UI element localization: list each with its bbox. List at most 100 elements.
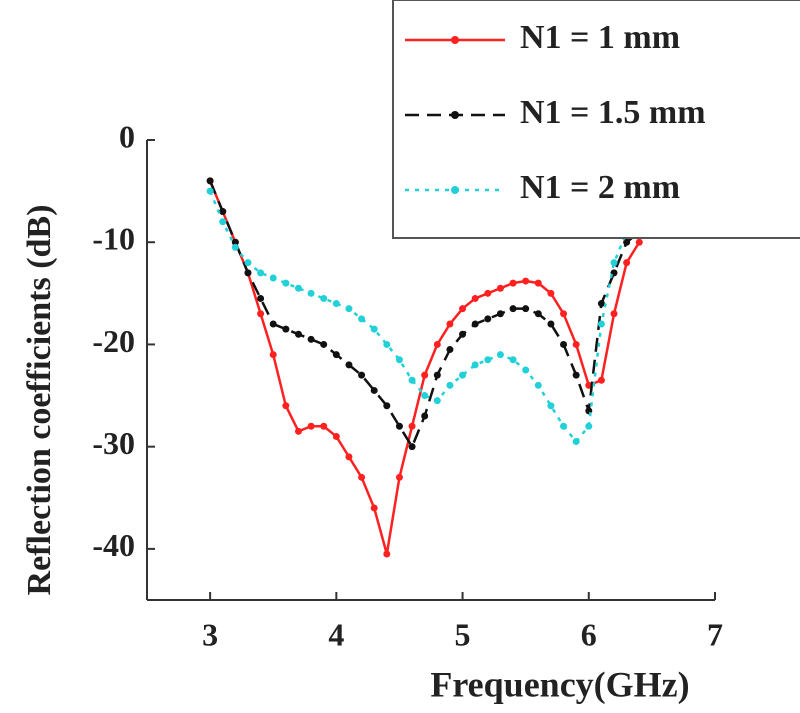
series-point	[560, 422, 568, 430]
series-point	[509, 279, 517, 287]
series-point	[459, 330, 467, 338]
series-point	[320, 422, 328, 430]
series-point	[294, 284, 302, 292]
legend-label: N1 = 2 mm	[520, 169, 680, 206]
series-point	[408, 376, 416, 384]
series-point	[257, 294, 265, 302]
series-point	[370, 325, 378, 333]
series-point	[383, 340, 391, 348]
series-point	[471, 320, 479, 328]
series-point	[345, 361, 353, 369]
series-point	[509, 305, 517, 313]
series-point	[484, 289, 492, 297]
series-point	[307, 422, 315, 430]
series-point	[282, 325, 290, 333]
series-point	[332, 300, 340, 308]
series-point	[597, 320, 605, 328]
series-point	[534, 310, 542, 318]
y-tick-label: -20	[92, 323, 135, 359]
series-point	[534, 381, 542, 389]
series-point	[244, 269, 252, 277]
series-point	[370, 386, 378, 394]
series-point	[484, 356, 492, 364]
series-point	[610, 310, 618, 318]
series-point	[421, 412, 429, 420]
series-point	[547, 320, 555, 328]
series-point	[446, 346, 454, 354]
series-point	[446, 320, 454, 328]
series-point	[421, 371, 429, 379]
series-point	[206, 187, 214, 195]
series-point	[219, 208, 227, 216]
series-point	[320, 340, 328, 348]
series-point	[257, 310, 265, 318]
x-tick-label: 5	[455, 616, 471, 652]
series-point	[496, 310, 504, 318]
series-point	[610, 259, 618, 267]
series-point	[231, 238, 239, 246]
series-point	[459, 371, 467, 379]
series-point	[560, 310, 568, 318]
y-axis-label: Reflection coefficients (dB)	[21, 205, 58, 596]
series-point	[623, 238, 631, 246]
series-point	[320, 294, 328, 302]
series-point	[332, 351, 340, 359]
series-point	[585, 422, 593, 430]
legend-label: N1 = 1.5 mm	[520, 94, 706, 131]
series-point	[358, 315, 366, 323]
series-point	[522, 305, 530, 313]
series-point	[269, 320, 277, 328]
series-point	[395, 473, 403, 481]
y-tick-label: -30	[92, 425, 135, 461]
series-point	[219, 218, 227, 226]
series-point	[459, 305, 467, 313]
legend-marker	[451, 111, 459, 119]
series-point	[547, 289, 555, 297]
legend: N1 = 1 mm N1 = 1.5 mm N1 = 2 mm	[392, 0, 800, 239]
series-point	[560, 340, 568, 348]
series-point	[294, 427, 302, 435]
series-point	[572, 340, 580, 348]
series-point	[332, 432, 340, 440]
series-point	[522, 277, 530, 285]
series-point	[307, 289, 315, 297]
y-tick-label: -10	[92, 221, 135, 257]
series-point	[269, 274, 277, 282]
series-point	[534, 279, 542, 287]
series-point	[370, 504, 378, 512]
series-point	[484, 315, 492, 323]
series-point	[269, 351, 277, 359]
series-line	[208, 190, 641, 444]
series-point	[282, 402, 290, 410]
x-axis-label: Frequency(GHz)	[430, 664, 689, 704]
series-point	[471, 361, 479, 369]
series-point	[408, 443, 416, 451]
series-point	[395, 422, 403, 430]
legend-label: N1 = 1 mm	[520, 19, 680, 56]
series-point	[597, 376, 605, 384]
series-point	[345, 453, 353, 461]
series-point	[433, 340, 441, 348]
series-point	[231, 243, 239, 251]
y-tick-label: -40	[92, 527, 135, 563]
legend-marker	[451, 36, 459, 44]
series-point	[421, 392, 429, 400]
series-point	[244, 259, 252, 267]
series-point	[206, 177, 214, 185]
legend-marker	[451, 186, 459, 194]
series-point	[597, 300, 605, 308]
series-point	[383, 402, 391, 410]
x-tick-label: 3	[202, 616, 218, 652]
series-point	[572, 371, 580, 379]
series-point	[433, 397, 441, 405]
series-point	[383, 550, 391, 558]
series-point	[623, 259, 631, 267]
series-point	[572, 438, 580, 446]
x-tick-label: 4	[328, 616, 344, 652]
series-point	[446, 381, 454, 389]
series-point	[496, 284, 504, 292]
series-point	[294, 330, 302, 338]
series-point	[471, 294, 479, 302]
